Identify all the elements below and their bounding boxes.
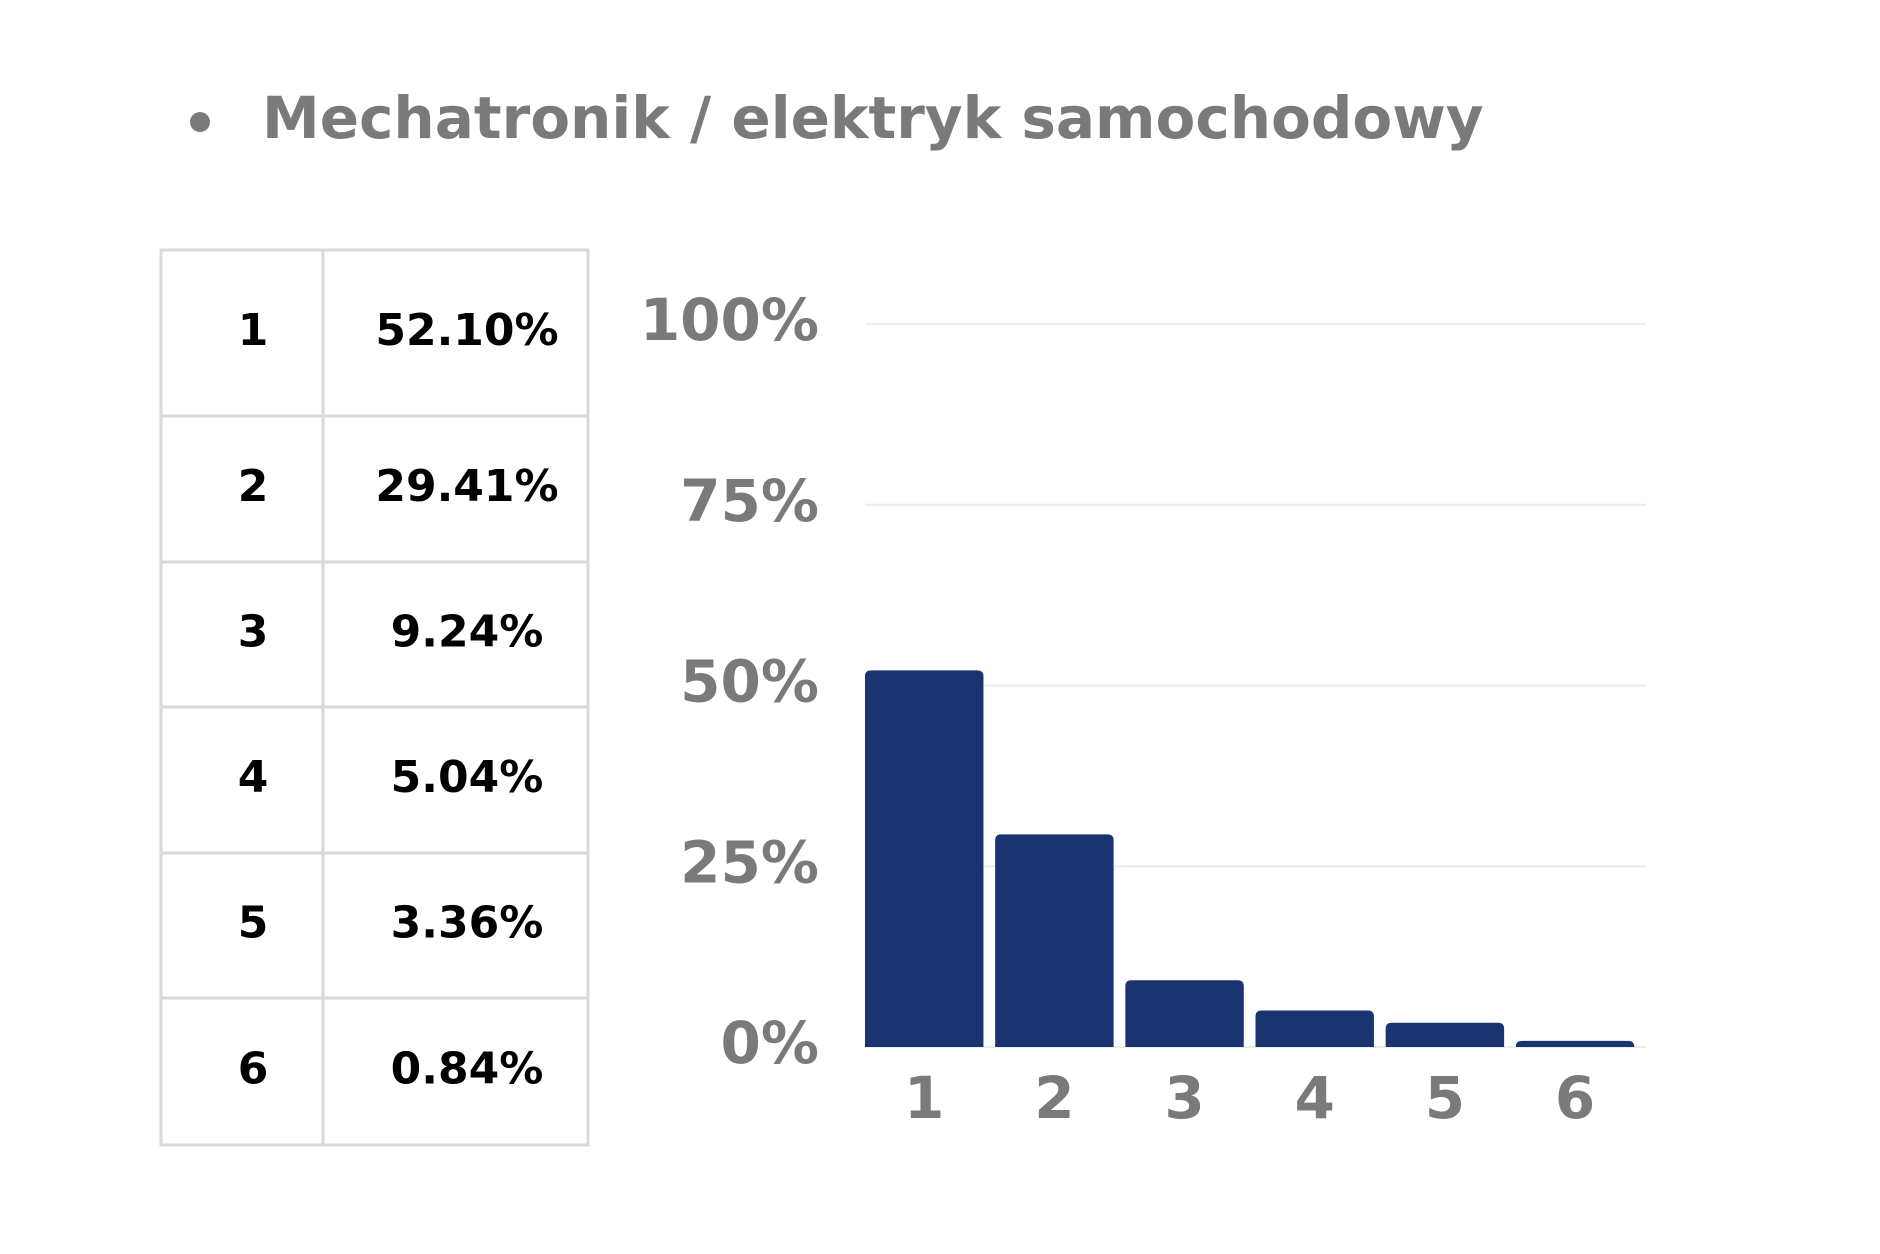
bullet (190, 112, 210, 132)
table-category: 6 (238, 1044, 269, 1095)
bar (1125, 980, 1244, 1047)
table-value: 0.84% (391, 1044, 544, 1095)
x-tick-label: 3 (1164, 1064, 1204, 1132)
bar (1255, 1010, 1374, 1047)
x-tick-label: 5 (1425, 1064, 1465, 1132)
y-tick-label: 100% (640, 286, 819, 354)
y-tick-label: 50% (680, 648, 819, 716)
table-value: 3.36% (391, 898, 544, 949)
table-category: 2 (238, 461, 269, 512)
x-tick-label: 2 (1034, 1064, 1074, 1132)
table-value: 29.41% (375, 461, 558, 512)
title: Mechatronik / elektryk samochodowy (262, 84, 1484, 152)
y-tick-label: 0% (721, 1009, 819, 1077)
table-category: 3 (238, 607, 269, 658)
table-value: 5.04% (391, 752, 544, 803)
table-category: 4 (238, 752, 269, 803)
table-value: 52.10% (375, 305, 558, 356)
x-tick-label: 4 (1295, 1064, 1335, 1132)
x-tick-label: 6 (1555, 1064, 1595, 1132)
table-border (159, 248, 590, 1147)
y-tick-label: 75% (680, 467, 819, 535)
bar (1515, 1040, 1635, 1047)
y-tick-label: 25% (680, 828, 819, 896)
table: 1 52.10% 2 29.41% 3 9.24% 4 5.04% 5 3.36% 6 0.84% (159, 248, 590, 1147)
bar (1385, 1022, 1505, 1047)
table-value: 9.24% (391, 607, 544, 658)
bar (995, 834, 1114, 1047)
chart: 0% 25% 50% 75% 100% 1 2 3 4 5 6 (640, 286, 1646, 1132)
table-category: 5 (238, 898, 269, 949)
x-tick-label: 1 (904, 1064, 944, 1132)
bar (865, 670, 984, 1047)
table-category: 1 (238, 305, 269, 356)
